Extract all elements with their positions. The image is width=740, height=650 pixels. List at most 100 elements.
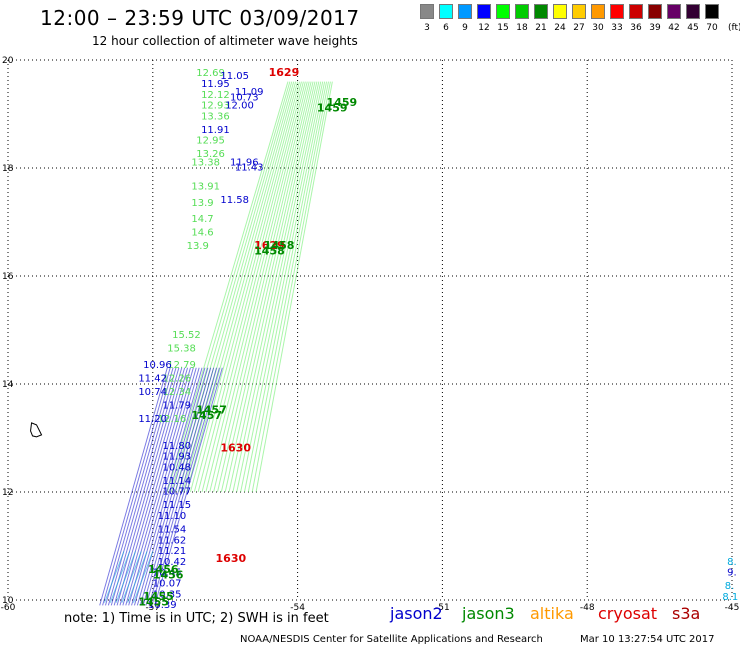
lat-tick-label: 20: [2, 56, 14, 66]
legend-unit: (ft): [728, 23, 740, 33]
track-value-label: 15.38: [167, 344, 196, 355]
track-line-jason3: [240, 81, 326, 493]
track-line-jason3: [182, 81, 297, 493]
track-line-jason2: [151, 367, 220, 606]
pass-time-label: 1629: [254, 239, 285, 252]
legend-swatch: [667, 4, 681, 19]
track-line-jason2: [139, 367, 209, 606]
track-line-jason3: [232, 81, 322, 493]
track-line-s3a: [104, 551, 125, 603]
track-line-jason2: [99, 367, 168, 606]
satellite-name-s3a: s3a: [672, 604, 701, 623]
track-line-jason2: [102, 367, 171, 606]
lat-tick-label: 10: [2, 596, 14, 606]
footer-note: note: 1) Time is in UTC; 2) SWH is in fe…: [64, 611, 329, 626]
track-value-label: 12.34: [162, 387, 191, 398]
map-grid: [7, 59, 733, 601]
legend-label: 18: [516, 23, 528, 33]
track-value-label: 10.48: [162, 462, 191, 473]
legend-swatch: [439, 4, 453, 19]
track-line-jason3: [224, 81, 318, 493]
track-value-label: 9.: [727, 568, 737, 579]
pass-time-label: 1630: [220, 442, 251, 455]
track-line-jason2: [105, 367, 174, 606]
pass-time-label: 1457: [191, 409, 222, 422]
track-line-jason3: [166, 81, 289, 493]
track-line-s3a: [115, 551, 136, 603]
legend-swatch: [591, 4, 605, 19]
legend-label: 70: [706, 23, 718, 33]
lat-tick-label: 16: [2, 272, 14, 282]
island-outline: [30, 422, 43, 438]
legend-label: 30: [592, 23, 604, 33]
track-value-label: 10.39: [148, 600, 177, 611]
pass-time-label: 1459: [327, 96, 358, 109]
track-value-label: 10.73: [230, 93, 259, 104]
satellite-name-altika: altika: [530, 604, 574, 623]
pass-time-label: 1457: [196, 404, 227, 417]
pass-time-label: 1630: [216, 552, 247, 565]
legend-swatch: [477, 4, 491, 19]
track-value-label: 11.05: [220, 71, 249, 82]
track-value-label: 11.91: [201, 125, 230, 136]
legend-swatch: [534, 4, 548, 19]
legend-swatch: [515, 4, 529, 19]
lon-tick-label: -54: [290, 603, 305, 613]
track-value-label: 11.54: [158, 525, 187, 536]
track-line-jason3: [236, 81, 324, 493]
track-value-label: 8.: [727, 557, 737, 568]
track-value-label: 11.62: [158, 535, 187, 546]
track-value-label: 11.79: [162, 400, 191, 411]
legend-swatch: [610, 4, 624, 19]
track-value-label: 11.43: [235, 163, 264, 174]
track-value-label: 11.21: [158, 546, 187, 557]
track-value-label: 11.15: [162, 500, 191, 511]
legend-swatch: [629, 4, 643, 19]
track-line-jason2: [113, 367, 183, 606]
track-value-label: 8.1: [722, 592, 738, 603]
legend-label: 39: [649, 23, 661, 33]
page-subtitle: 12 hour collection of altimeter wave hei…: [92, 34, 358, 48]
track-line-jason3: [213, 81, 312, 493]
track-value-label: 11.09: [235, 87, 264, 98]
pass-time-label: 1455: [138, 595, 169, 608]
track-line-jason2: [136, 367, 206, 606]
track-line-jason2: [145, 367, 215, 606]
track-line-jason2: [110, 367, 180, 606]
track-line-jason3: [251, 81, 331, 493]
track-value-label: 10.74: [138, 387, 167, 398]
track-line-s3a: [109, 551, 131, 603]
track-value-label: 10.07: [153, 579, 182, 590]
page-title: 12:00 – 23:59 UTC 03/09/2017: [40, 6, 360, 30]
legend-label: 12: [478, 23, 490, 33]
track-value-label: 12.79: [167, 360, 196, 371]
track-line-jason3: [209, 81, 310, 493]
track-value-label: 10.96: [143, 360, 172, 371]
track-line-jason2: [119, 367, 189, 606]
credit-text: NOAA/NESDIS Center for Satellite Applica…: [240, 634, 543, 645]
track-line-s3a: [133, 551, 154, 603]
satellite-name-cryosat: cryosat: [598, 604, 658, 623]
track-value-label: 11.42: [138, 373, 167, 384]
track-value-label: 10.77: [162, 487, 191, 498]
track-value-label: 15.52: [172, 330, 201, 341]
lat-tick-label: 12: [2, 488, 13, 498]
legend-label: 36: [630, 23, 642, 33]
track-line-jason2: [148, 367, 217, 606]
track-line-jason3: [197, 81, 304, 493]
track-value-label: 13.26: [196, 149, 225, 160]
pass-time-label: 1458: [264, 239, 295, 252]
legend-label: 15: [497, 23, 509, 33]
lon-tick-label: -57: [145, 603, 160, 613]
timestamp-text: Mar 10 13:27:54 UTC 2017: [580, 634, 715, 645]
track-value-label: 11.80: [162, 441, 191, 452]
track-value-label: 11.14: [162, 476, 191, 487]
legend-swatch: [648, 4, 662, 19]
track-value-label: 13.38: [191, 157, 220, 168]
pass-time-label: 1459: [317, 101, 348, 114]
track-line-jason3: [216, 81, 314, 493]
track-value-label: 8.: [725, 581, 735, 592]
track-line-jason3: [255, 81, 333, 493]
track-value-label: 13.91: [191, 182, 220, 193]
